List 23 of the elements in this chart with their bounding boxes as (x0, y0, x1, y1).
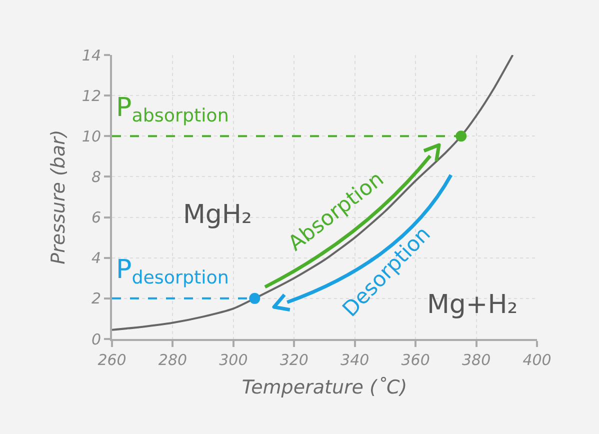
x-tick-label: 300 (219, 351, 248, 369)
x-tick-label: 340 (340, 351, 370, 369)
x-tick-label: 380 (462, 351, 491, 369)
annotation: MgH₂ (183, 200, 252, 230)
x-tick-label: 320 (280, 351, 308, 369)
x-tick-label: 360 (401, 351, 430, 369)
y-axis-title: Pressure (bar) (47, 130, 70, 264)
annotation: Mg+H₂ (427, 290, 518, 320)
y-tick-label: 14 (82, 46, 101, 64)
y-tick-label: 2 (91, 290, 101, 308)
series-label: P$_{desorption}$ (116, 255, 229, 288)
y-tick-label: 4 (91, 249, 101, 268)
series-label: P$_{absorption}$ (116, 93, 229, 126)
x-tick-label: 280 (158, 351, 188, 369)
line-series (112, 55, 514, 331)
y-tick-label: 0 (91, 330, 101, 348)
x-axis-title: Temperature (˚C) (242, 376, 408, 398)
y-tick-label: 10 (82, 127, 101, 146)
y-tick-label: 6 (91, 208, 101, 227)
x-tick-label: 400 (522, 351, 552, 369)
y-tick-label: 8 (91, 168, 101, 186)
x-tick-label: 260 (98, 351, 126, 369)
y-tick-label: 12 (82, 86, 101, 105)
